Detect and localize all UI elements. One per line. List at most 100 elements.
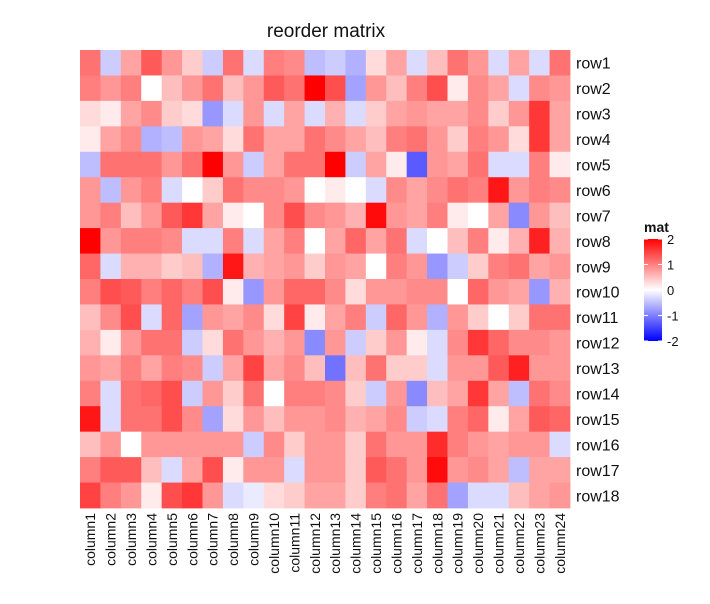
heatmap-cell-row9-column24 [549,253,571,280]
heatmap-cell-row11-column2 [100,304,122,331]
heatmap-cell-row14-column15 [365,380,387,407]
heatmap-cell-row7-column18 [427,202,448,229]
heatmap-cell-row7-column7 [202,202,224,229]
heatmap-cell-row17-column12 [304,457,326,483]
column-label-column22: column22 [511,513,527,574]
heatmap-cell-row11-column1 [80,304,101,331]
heatmap-cell-row10-column11 [284,279,305,305]
heatmap-cell-row2-column18 [427,75,448,102]
heatmap-cell-row11-column19 [447,304,469,331]
heatmap-cell-row15-column23 [529,406,550,433]
heatmap-cell-row15-column9 [243,406,265,433]
heatmap-cell-row17-column6 [182,457,203,483]
heatmap-cell-row5-column3 [120,151,142,178]
heatmap-cell-row14-column9 [243,380,265,407]
row-label-row11: row11 [576,310,618,327]
heatmap-cell-row13-column23 [529,355,550,382]
legend-tick-label--1: -1 [667,309,679,324]
heatmap-cell-row6-column4 [141,177,163,204]
heatmap-cell-row4-column17 [406,126,428,153]
heatmap-cell-row10-column8 [222,279,244,305]
heatmap-cell-row5-column22 [508,151,530,178]
heatmap-cell-row6-column19 [447,177,469,204]
heatmap-cell-row8-column17 [406,228,428,254]
heatmap-cell-row5-column12 [304,151,326,178]
heatmap-cell-row15-column24 [549,406,571,433]
heatmap-cell-row6-column6 [182,177,203,204]
heatmap-cell-row11-column9 [243,304,265,331]
row-label-row14: row14 [576,387,620,404]
heatmap-cell-row4-column19 [447,126,469,153]
heatmap-cell-row6-column21 [488,177,510,204]
heatmap-cell-row5-column21 [488,151,510,178]
heatmap-cell-row3-column2 [100,100,122,127]
row-label-row18: row18 [576,488,620,505]
column-label-column16: column16 [388,513,404,574]
heatmap-cell-row5-column16 [386,151,408,178]
heatmap-cell-row14-column19 [447,380,469,407]
heatmap-cell-row11-column7 [202,304,224,331]
heatmap-cell-row1-column17 [406,50,428,76]
heatmap-cell-row3-column19 [447,100,469,127]
heatmap-cell-row14-column6 [182,380,203,407]
heatmap-cell-row13-column21 [488,355,510,382]
heatmap-cell-row7-column13 [325,202,346,229]
heatmap-cell-row13-column4 [141,355,163,382]
heatmap-cell-row4-column8 [222,126,244,153]
heatmap-cell-row4-column15 [365,126,387,153]
heatmap-cell-row15-column5 [161,406,183,433]
heatmap-cell-row7-column22 [508,202,530,229]
heatmap-cell-row2-column3 [120,75,142,102]
heatmap-cell-row16-column9 [243,431,265,458]
heatmap-cell-row4-column10 [263,126,285,153]
heatmap-cell-row6-column7 [202,177,224,204]
row-label-row12: row12 [576,336,620,353]
heatmap-cell-row17-column7 [202,457,224,483]
column-label-column10: column10 [266,513,282,574]
row-label-row13: row13 [576,361,620,378]
column-label-column2: column2 [103,513,119,566]
heatmap-cell-row4-column14 [345,126,367,153]
heatmap-cell-row10-column17 [406,279,428,305]
heatmap-cell-row14-column18 [427,380,448,407]
heatmap-cell-row12-column7 [202,329,224,356]
heatmap-cell-row7-column3 [120,202,142,229]
heatmap-cell-row3-column17 [406,100,428,127]
heatmap-cell-row6-column24 [549,177,571,204]
heatmap-cell-row3-column6 [182,100,203,127]
heatmap-cell-row8-column23 [529,228,550,254]
heatmap-cell-row18-column16 [386,482,408,509]
heatmap-cell-row9-column23 [529,253,550,280]
heatmap-cell-row8-column14 [345,228,367,254]
heatmap-cell-row14-column16 [386,380,408,407]
heatmap-cell-row1-column20 [467,50,489,76]
heatmap-cell-row12-column6 [182,329,203,356]
heatmap-cell-row4-column21 [488,126,510,153]
heatmap-cell-row16-column24 [549,431,571,458]
heatmap-cell-row9-column22 [508,253,530,280]
heatmap-cell-row5-column4 [141,151,163,178]
heatmap-cell-row6-column16 [386,177,408,204]
heatmap-cell-row12-column22 [508,329,530,356]
heatmap-cell-row6-column13 [325,177,346,204]
heatmap-cell-row13-column6 [182,355,203,382]
heatmap-cell-row18-column17 [406,482,428,509]
heatmap-cell-row9-column19 [447,253,469,280]
heatmap-cell-row10-column13 [325,279,346,305]
heatmap-cell-row3-column18 [427,100,448,127]
column-label-column7: column7 [205,513,221,566]
heatmap-cell-row12-column5 [161,329,183,356]
heatmap-cell-row8-column24 [549,228,571,254]
heatmap-cell-row7-column9 [243,202,265,229]
heatmap-cell-row2-column22 [508,75,530,102]
heatmap-cell-row13-column7 [202,355,224,382]
heatmap-cell-row5-column15 [365,151,387,178]
heatmap-cell-row13-column24 [549,355,571,382]
heatmap-cell-row14-column13 [325,380,346,407]
heatmap-cell-row12-column18 [427,329,448,356]
heatmap-cell-row18-column23 [529,482,550,509]
heatmap-cell-row12-column3 [120,329,142,356]
heatmap-cell-row5-column24 [549,151,571,178]
heatmap-cell-row13-column14 [345,355,367,382]
